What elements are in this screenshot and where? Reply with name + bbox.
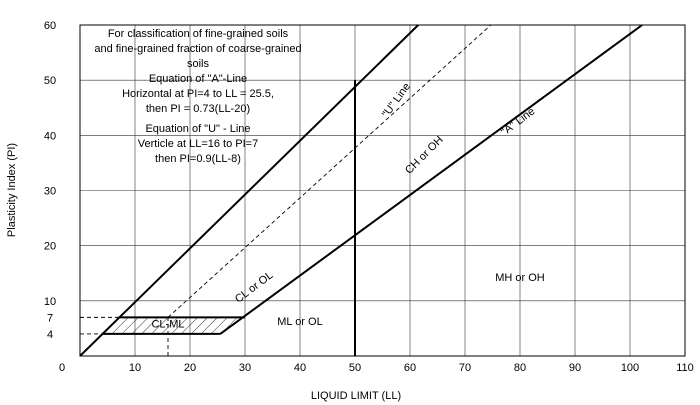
x-axis-label: LIQUID LIMIT (LL): [311, 390, 401, 402]
y-tick-label: 30: [44, 186, 56, 198]
series-u-line: [167, 24, 492, 318]
x-tick-label: 100: [621, 362, 639, 374]
x-tick-label: 60: [404, 362, 416, 374]
y-tick-label: 50: [44, 75, 56, 87]
x-tick-label: 10: [129, 362, 141, 374]
label-ch-or-oh: CH or OH: [403, 134, 446, 177]
tick-labels: 0 10 20 30 40 50 60 70 80 90 100 110 4 7 10 20 30 40 50 60: [44, 20, 694, 374]
label-a-line: "A" Line: [499, 105, 537, 138]
x-tick-label: 80: [514, 362, 526, 374]
x-tick-label: 30: [239, 362, 251, 374]
note-line: Horizontal at PI=4 to LL = 25.5,: [122, 88, 274, 100]
x-tick-label: 20: [184, 362, 196, 374]
y-tick-label: 10: [44, 296, 56, 308]
x-tick-label: 70: [459, 362, 471, 374]
series: [79, 24, 643, 357]
plot-frame: [79, 24, 686, 357]
note-line: and fine-grained fraction of coarse-grai…: [94, 43, 301, 55]
x-tick-label: 50: [349, 362, 361, 374]
y-tick-label: 20: [44, 241, 56, 253]
y-tick-label: 60: [44, 20, 56, 32]
note-line: then PI=0.9(LL-8): [155, 153, 241, 165]
boundary-line-2: [79, 24, 419, 357]
y-tick-label: 7: [47, 312, 53, 324]
note-line: Equation of "U" - Line: [145, 123, 250, 135]
regions: [102, 317, 245, 334]
label-ml-or-ol: ML or OL: [277, 316, 322, 328]
label-cl-or-ol: CL or OL: [233, 269, 276, 305]
y-axis-label: Plasticity Index (PI): [6, 143, 18, 237]
note-line: For classification of fine-grained soils: [108, 28, 289, 40]
note-line: soils: [187, 58, 210, 70]
x-tick-label: 110: [676, 362, 694, 374]
note-line: Verticle at LL=16 to PI=7: [138, 138, 258, 150]
y-tick-label: 40: [44, 130, 56, 142]
x-tick-label: 90: [569, 362, 581, 374]
y-tick-label: 4: [47, 329, 53, 341]
classification-note: For classification of fine-grained soils…: [94, 28, 301, 165]
note-line: then PI = 0.73(LL-20): [146, 103, 250, 115]
region-cl-ml: [102, 317, 245, 334]
x-tick-label: 0: [59, 362, 65, 374]
series-a-line: [219, 24, 643, 335]
label-cl-ml: CL-ML: [151, 318, 184, 330]
note-line: Equation of "A"-Line: [149, 73, 247, 85]
label-mh-or-oh: MH or OH: [495, 272, 545, 284]
x-tick-label: 40: [294, 362, 306, 374]
